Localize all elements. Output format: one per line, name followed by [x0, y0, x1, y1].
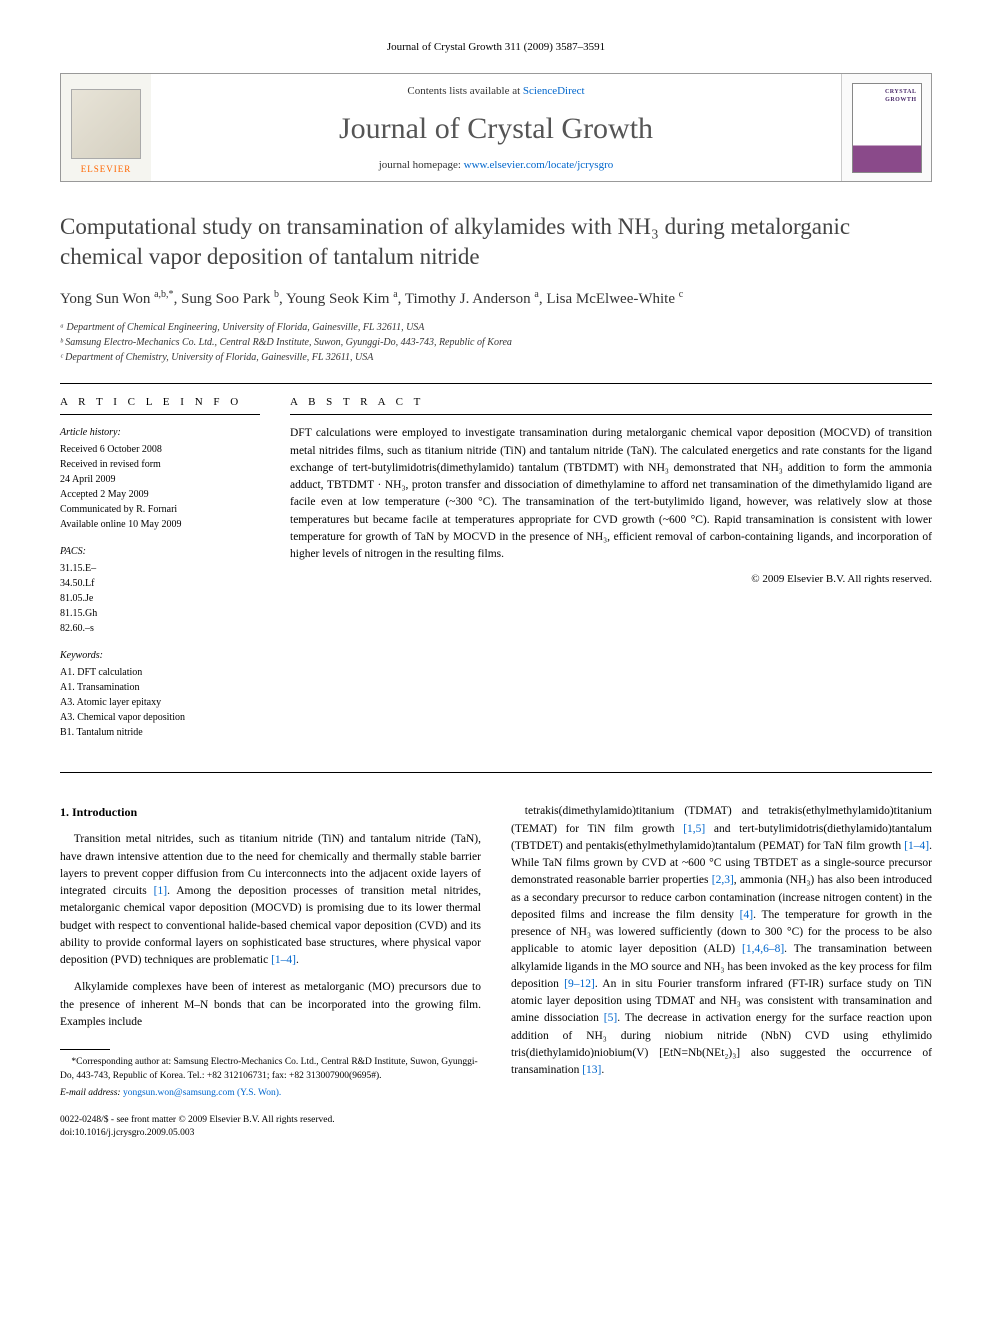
keyword-line: A3. Chemical vapor deposition — [60, 710, 260, 725]
cover-thumbnail-block: CRYSTAL GROWTH — [841, 74, 931, 181]
article-info-head: A R T I C L E I N F O — [60, 394, 260, 411]
history-line: Communicated by R. Fornari — [60, 502, 260, 517]
front-matter-line: 0022-0248/$ - see front matter © 2009 El… — [60, 1114, 481, 1127]
citation-link[interactable]: [1–4] — [271, 954, 296, 966]
doi-line: doi:10.1016/j.jcrysgro.2009.05.003 — [60, 1127, 481, 1140]
keyword-line: A1. Transamination — [60, 680, 260, 695]
history-line: 24 April 2009 — [60, 472, 260, 487]
history-title: Article history: — [60, 425, 260, 440]
affiliation-line: ᵇ Samsung Electro-Mechanics Co. Ltd., Ce… — [60, 335, 932, 350]
email-label: E-mail address: — [60, 1088, 121, 1098]
divider — [60, 772, 932, 773]
doi-block: 0022-0248/$ - see front matter © 2009 El… — [60, 1114, 481, 1141]
abstract-head: A B S T R A C T — [290, 394, 932, 411]
affiliations: ᵃ Department of Chemical Engineering, Un… — [60, 320, 932, 365]
contents-available: Contents lists available at ScienceDirec… — [159, 84, 833, 99]
author-list: Yong Sun Won a,b,*, Sung Soo Park b, You… — [60, 288, 932, 310]
citation-link[interactable]: [9–12] — [564, 978, 595, 990]
history-line: Accepted 2 May 2009 — [60, 487, 260, 502]
article-info-sidebar: A R T I C L E I N F O Article history: R… — [60, 394, 260, 753]
affiliation-line: ᶜ Department of Chemistry, University of… — [60, 350, 932, 365]
citation-link[interactable]: [1–4] — [904, 840, 929, 852]
citation-link[interactable]: [2,3] — [712, 874, 734, 886]
keyword-line: A3. Atomic layer epitaxy — [60, 695, 260, 710]
history-line: Received in revised form — [60, 457, 260, 472]
citation-link[interactable]: [1,5] — [683, 823, 705, 835]
footnote-separator — [60, 1049, 110, 1050]
citation-link[interactable]: [13] — [582, 1064, 601, 1076]
corresponding-author: *Corresponding author at: Samsung Electr… — [60, 1056, 481, 1083]
keyword-line: A1. DFT calculation — [60, 665, 260, 680]
pacs-line: 31.15.E– — [60, 561, 260, 576]
body-two-column: 1. Introduction Transition metal nitride… — [60, 803, 932, 1140]
citation-link[interactable]: [1,4,6–8] — [742, 943, 784, 955]
journal-name: Journal of Crystal Growth — [159, 108, 833, 150]
publisher-name: ELSEVIER — [81, 163, 132, 176]
cover-label: CRYSTAL GROWTH — [853, 88, 917, 105]
abstract-copyright: © 2009 Elsevier B.V. All rights reserved… — [290, 571, 932, 588]
email-line: E-mail address: yongsun.won@samsung.com … — [60, 1087, 481, 1100]
body-paragraph: Transition metal nitrides, such as titan… — [60, 831, 481, 969]
homepage-prefix: journal homepage: — [379, 159, 464, 171]
keywords-title: Keywords: — [60, 648, 260, 663]
running-head: Journal of Crystal Growth 311 (2009) 358… — [60, 40, 932, 55]
body-paragraph: tetrakis(dimethylamido)titanium (TDMAT) … — [511, 803, 932, 1079]
pacs-block: PACS: 31.15.E–34.50.Lf81.05.Je81.15.Gh82… — [60, 544, 260, 636]
homepage-link[interactable]: www.elsevier.com/locate/jcrysgro — [464, 159, 614, 171]
article-history: Article history: Received 6 October 2008… — [60, 425, 260, 532]
abstract-text: DFT calculations were employed to invest… — [290, 425, 932, 563]
publisher-logo-block: ELSEVIER — [61, 74, 151, 181]
journal-masthead: ELSEVIER Contents lists available at Sci… — [60, 73, 932, 182]
footnotes: *Corresponding author at: Samsung Electr… — [60, 1056, 481, 1100]
body-column-left: 1. Introduction Transition metal nitride… — [60, 803, 481, 1140]
section-heading: 1. Introduction — [60, 803, 481, 821]
elsevier-tree-icon — [71, 89, 141, 159]
divider — [60, 414, 260, 415]
pacs-line: 82.60.–s — [60, 621, 260, 636]
journal-homepage: journal homepage: www.elsevier.com/locat… — [159, 158, 833, 173]
masthead-center: Contents lists available at ScienceDirec… — [151, 74, 841, 181]
author-email-link[interactable]: yongsun.won@samsung.com (Y.S. Won). — [123, 1088, 281, 1098]
keyword-line: B1. Tantalum nitride — [60, 725, 260, 740]
article-title: Computational study on transamination of… — [60, 212, 932, 272]
sciencedirect-link[interactable]: ScienceDirect — [523, 85, 585, 97]
citation-link[interactable]: [4] — [740, 909, 753, 921]
pacs-line: 34.50.Lf — [60, 576, 260, 591]
history-line: Available online 10 May 2009 — [60, 517, 260, 532]
keywords-block: Keywords: A1. DFT calculationA1. Transam… — [60, 648, 260, 740]
body-paragraph: Alkylamide complexes have been of intere… — [60, 979, 481, 1031]
citation-link[interactable]: [1] — [154, 885, 167, 897]
pacs-line: 81.15.Gh — [60, 606, 260, 621]
citation-link[interactable]: [5] — [604, 1012, 617, 1024]
history-line: Received 6 October 2008 — [60, 442, 260, 457]
pacs-title: PACS: — [60, 544, 260, 559]
affiliation-line: ᵃ Department of Chemical Engineering, Un… — [60, 320, 932, 335]
divider — [290, 414, 932, 415]
abstract: A B S T R A C T DFT calculations were em… — [290, 394, 932, 753]
journal-cover-icon: CRYSTAL GROWTH — [852, 83, 922, 173]
body-column-right: tetrakis(dimethylamido)titanium (TDMAT) … — [511, 803, 932, 1140]
divider — [60, 383, 932, 384]
contents-prefix: Contents lists available at — [407, 85, 522, 97]
pacs-line: 81.05.Je — [60, 591, 260, 606]
